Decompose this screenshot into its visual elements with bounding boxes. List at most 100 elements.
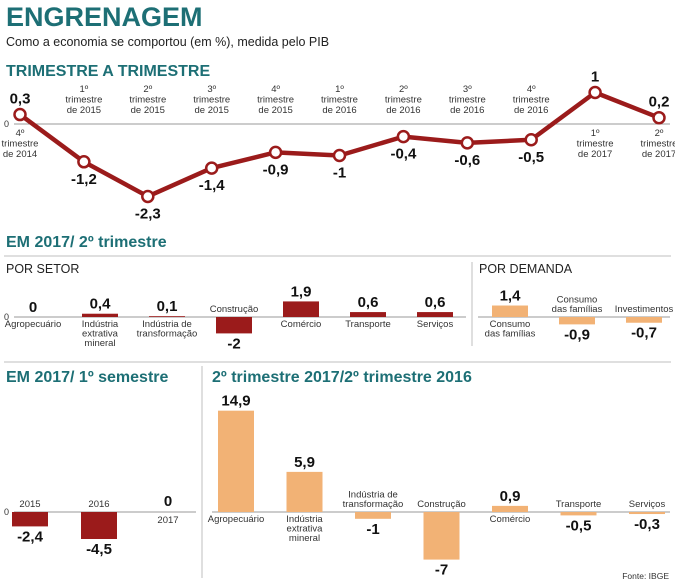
- line-value-label: -1,2: [71, 171, 97, 188]
- sector-zero-label: 0: [4, 312, 9, 322]
- bar: [149, 316, 185, 317]
- bar-value-label: 0,9: [500, 488, 521, 505]
- bar: [355, 512, 391, 519]
- line-tick-label: 1º trimestre de 2017: [577, 128, 614, 160]
- line-point: [77, 155, 91, 169]
- line-chart: 0 0,3 4º trimestre de 2014 -1,2 1º trimestre de …: [2, 69, 675, 223]
- bar-value-label: -7: [435, 562, 448, 579]
- line-value-label: -0,4: [390, 146, 417, 163]
- bar-value-label: 14,9: [221, 393, 250, 410]
- line-point: [652, 110, 666, 125]
- bar-value-label: 1,4: [500, 288, 522, 305]
- line-tick-label: 1º trimestre de 2016: [321, 84, 358, 116]
- line-tick-label: 4º trimestre de 2015: [257, 84, 294, 116]
- bar-category-label: Serviços: [417, 319, 454, 330]
- bar: [12, 512, 48, 527]
- line-value-label: 0,3: [10, 91, 31, 108]
- line-tick-label: 4º trimestre de 2014: [2, 128, 39, 160]
- line-point: [524, 133, 538, 147]
- bar: [216, 317, 252, 334]
- line-value-label: -0,6: [454, 152, 480, 169]
- line-point: [460, 136, 475, 150]
- line-value-label: -1: [333, 165, 346, 182]
- bar: [629, 512, 665, 515]
- bar: [283, 301, 319, 317]
- line-value-label: -0,9: [263, 161, 289, 178]
- bar-value-label: -0,7: [631, 325, 657, 342]
- bar-category-label: Indústria extrativa mineral: [286, 514, 323, 544]
- bar: [286, 471, 323, 512]
- bar-category-label: 2017: [157, 515, 178, 526]
- bar-category-label: Comércio: [281, 319, 322, 330]
- line-point: [141, 189, 155, 204]
- line-chart-title: TRIMESTRE A TRIMESTRE: [6, 63, 210, 80]
- bar: [350, 312, 386, 317]
- line-tick-label: 2º trimestre de 2015: [129, 84, 166, 116]
- bar-category-label: Consumo das famílias: [485, 319, 536, 340]
- bar: [492, 505, 528, 512]
- line-value-label: -0,5: [518, 149, 544, 166]
- line-value-label: -2,3: [135, 205, 161, 222]
- bar-value-label: 0,4: [90, 296, 112, 313]
- line-tick-label: 3º trimestre de 2015: [193, 84, 230, 116]
- sector-subtitle: POR SETOR: [6, 262, 79, 276]
- demand-subtitle: POR DEMANDA: [479, 262, 573, 276]
- bar-value-label: 0,1: [157, 298, 178, 315]
- bar-value-label: 0,6: [358, 294, 379, 311]
- line-tick-label: 3º trimestre de 2016: [449, 84, 486, 116]
- line-point: [396, 129, 411, 144]
- bar-category-label: Indústria extrativa mineral: [82, 319, 119, 349]
- bar-value-label: 5,9: [294, 454, 315, 471]
- bar-value-label: 0,6: [425, 294, 446, 311]
- source-note: Fonte: IBGE: [622, 571, 669, 581]
- line-point: [332, 148, 347, 163]
- sector-chart-title: EM 2017/ 2º trimestre: [6, 234, 167, 251]
- bar-category-label: 2015: [19, 499, 40, 510]
- bar-value-label: -2: [227, 335, 240, 352]
- bar-category-label: Transporte: [556, 499, 602, 510]
- bar-category-label: Serviços: [629, 499, 666, 510]
- bar-category-label: Investimentos: [615, 304, 674, 315]
- bar-value-label: 1,9: [291, 283, 312, 300]
- bar-value-label: -4,5: [86, 541, 112, 558]
- bar-category-label: Indústria de transformação: [137, 319, 198, 340]
- yoy-chart-title: 2º trimestre 2017/2º trimestre 2016: [212, 369, 472, 386]
- bar: [81, 512, 117, 539]
- main-title: ENGRENAGEM: [6, 2, 203, 32]
- bar-category-label: 2016: [88, 499, 109, 510]
- bar-category-label: Transporte: [345, 319, 391, 330]
- line-value-label: 0,2: [649, 94, 670, 111]
- demand-bar-chart: 1,4 Consumo das famílias -0,9 Consumo das fam…: [478, 288, 674, 343]
- yoy-bar-chart: 14,9 Agropecuário 5,9 Indústria extrativa min…: [208, 393, 670, 579]
- bar-category-label: Comércio: [490, 514, 531, 525]
- bar: [626, 317, 662, 323]
- bar-value-label: 0: [29, 299, 37, 316]
- semester-bar-chart: 0 -2,4 2015 -4,5 2016 0 2017: [4, 493, 196, 558]
- bar-category-label: Agropecuário: [208, 514, 265, 525]
- line-zero-label: 0: [4, 119, 9, 129]
- main-subtitle: Como a economia se comportou (em %), med…: [6, 35, 329, 49]
- line-value-label: 1: [591, 69, 599, 86]
- bar: [218, 410, 254, 512]
- bar-category-label: Construção: [210, 304, 259, 315]
- bar: [417, 312, 453, 317]
- bar-value-label: -2,4: [17, 528, 44, 545]
- line-point: [268, 145, 283, 160]
- bar-category-label: Construção: [417, 499, 466, 510]
- bar: [82, 313, 118, 317]
- bar: [492, 305, 528, 317]
- semester-chart-title: EM 2017/ 1º semestre: [6, 369, 168, 386]
- bar: [560, 512, 597, 516]
- bar: [423, 512, 460, 560]
- line-tick-label: 2º trimestre de 2016: [385, 84, 422, 116]
- line-value-label: -1,4: [199, 177, 226, 194]
- bar-value-label: -0,3: [634, 516, 660, 533]
- line-tick-label: 1º trimestre de 2015: [65, 84, 102, 116]
- bar-value-label: -1: [366, 521, 379, 538]
- bar-category-label: Consumo das famílias: [552, 295, 603, 316]
- bar-category-label: Indústria de transformação: [343, 490, 404, 511]
- line-tick-label: 4º trimestre de 2016: [513, 84, 550, 116]
- bar: [559, 317, 595, 325]
